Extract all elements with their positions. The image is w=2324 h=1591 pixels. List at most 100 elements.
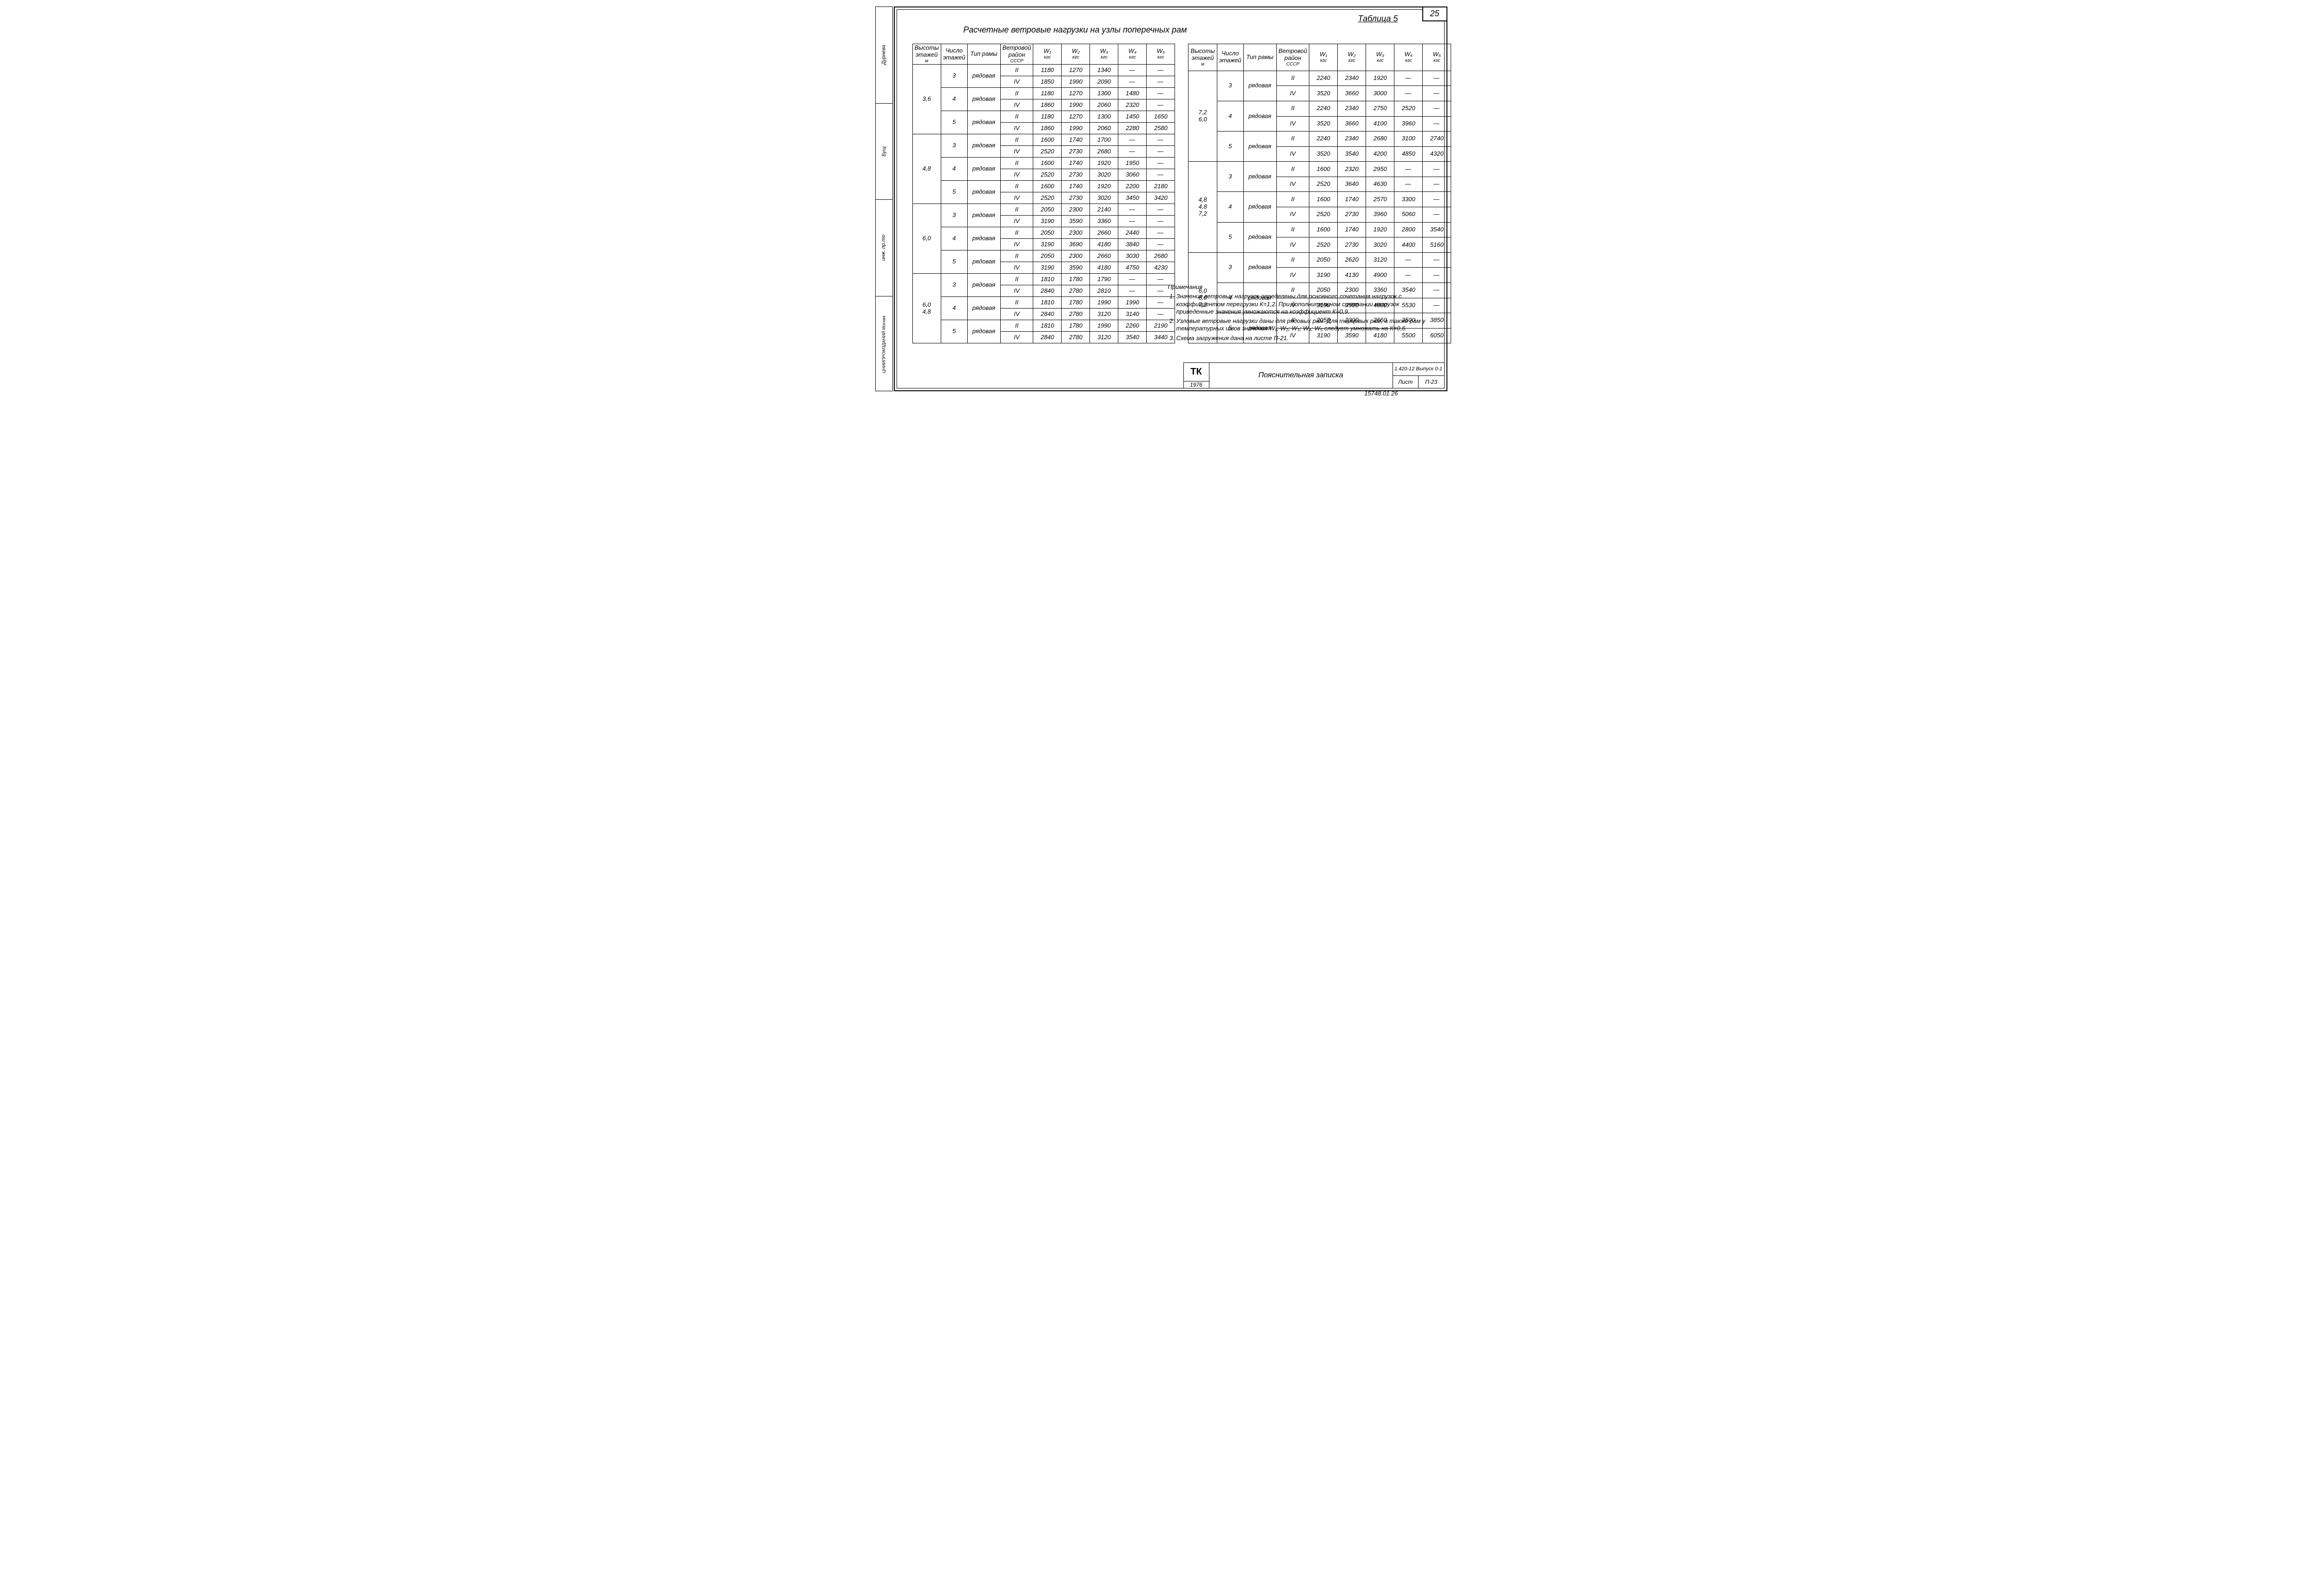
floors-cell: 3 [1217,252,1243,283]
value-cell: 2520 [1309,177,1338,192]
column-header: Высоты этажейм [912,44,941,65]
region-cell: II [1000,274,1033,285]
value-cell: — [1147,204,1175,216]
value-cell: — [1147,158,1175,169]
value-cell: 2950 [1366,162,1394,177]
region-cell: IV [1000,192,1033,204]
value-cell: 3960 [1366,207,1394,223]
value-cell: 1180 [1033,88,1062,99]
region-cell: II [1000,111,1033,123]
table-row: 5рядоваяII16001740192028003540 [1188,222,1451,237]
value-cell: 1920 [1090,158,1118,169]
table-row: 5рядоваяII20502300266030302680 [912,250,1175,262]
frame-type-cell: рядовая [967,134,1000,158]
value-cell: 1300 [1090,111,1118,123]
value-cell: 4630 [1366,177,1394,192]
value-cell: — [1147,216,1175,227]
page-number: 25 [1422,7,1447,21]
value-cell: 1740 [1338,222,1366,237]
title-block: ТК 1976 Пояснительная записка 1.420-12 В… [1183,362,1445,388]
region-cell: IV [1000,216,1033,227]
region-cell: IV [1276,268,1309,283]
value-cell: 2840 [1033,285,1062,297]
frame-type-cell: рядовая [967,158,1000,181]
value-cell: — [1423,207,1451,223]
value-cell: 1450 [1118,111,1147,123]
value-cell: 1990 [1062,99,1090,111]
table-row: 5рядоваяII16001740192022002180 [912,181,1175,192]
value-cell: — [1394,252,1423,268]
value-cell: 1950 [1118,158,1147,169]
value-cell: 2580 [1147,123,1175,134]
value-cell: 2660 [1090,227,1118,239]
value-cell: 1600 [1309,162,1338,177]
floors-cell: 4 [941,227,967,250]
region-cell: II [1276,162,1309,177]
region-cell: IV [1276,146,1309,162]
region-cell: II [1000,158,1033,169]
sheet-number: П-23 [1419,376,1444,388]
region-cell: IV [1000,99,1033,111]
column-header: Число этажей [1217,44,1243,71]
value-cell: — [1423,252,1451,268]
value-cell: 2730 [1338,237,1366,253]
value-cell: 2300 [1062,227,1090,239]
value-cell: 3140 [1118,309,1147,320]
table-row: 4рядоваяII1180127013001480— [912,88,1175,99]
floors-cell: 4 [941,88,967,111]
value-cell: 2180 [1147,181,1175,192]
binding-seg-3: инж. пр.то [881,235,887,261]
note-item: Значения ветровых нагрузок определены дл… [1176,293,1428,316]
value-cell: — [1394,86,1423,101]
region-cell: II [1000,320,1033,332]
value-cell: 1340 [1090,65,1118,76]
value-cell: — [1118,204,1147,216]
title-block-code: 1.420-12 Выпуск 0-1 [1393,363,1444,376]
value-cell: 2750 [1366,101,1394,116]
frame-type-cell: рядовая [1243,71,1276,101]
value-cell: — [1118,65,1147,76]
region-cell: IV [1000,123,1033,134]
value-cell: 2300 [1062,204,1090,216]
value-cell: 1810 [1033,274,1062,285]
frame-type-cell: рядовая [1243,222,1276,252]
value-cell: 2050 [1309,252,1338,268]
value-cell: 4200 [1366,146,1394,162]
height-cell: 4,8 [912,134,941,204]
frame-type-cell: рядовая [967,88,1000,111]
value-cell: 1790 [1090,274,1118,285]
column-header: W₁кгс [1033,44,1062,65]
frame-type-cell: рядовая [967,297,1000,320]
column-header: W₃кгс [1090,44,1118,65]
floors-cell: 4 [941,158,967,181]
value-cell: 1990 [1090,320,1118,332]
value-cell: 2240 [1309,101,1338,116]
region-cell: II [1000,227,1033,239]
height-cell: 6,04,8 [912,274,941,343]
value-cell: 2240 [1309,131,1338,147]
region-cell: II [1276,101,1309,116]
value-cell: 1780 [1062,297,1090,309]
frame-type-cell: рядовая [967,320,1000,343]
value-cell: — [1118,274,1147,285]
value-cell: 1270 [1062,65,1090,76]
value-cell: — [1423,162,1451,177]
frame-type-cell: рядовая [967,227,1000,250]
height-cell: 3,6 [912,65,941,134]
value-cell: 1810 [1033,320,1062,332]
table-row: 4рядоваяII1600174019201950— [912,158,1175,169]
value-cell: 3120 [1090,332,1118,343]
value-cell: 2780 [1062,332,1090,343]
notes-block: Примечания Значения ветровых нагрузок оп… [1168,283,1428,344]
value-cell: 1300 [1090,88,1118,99]
frame-type-cell: рядовая [1243,101,1276,131]
frame-type-cell: рядовая [1243,131,1276,162]
floors-cell: 3 [941,204,967,227]
frame-type-cell: рядовая [967,204,1000,227]
table-row: 4рядоваяII1600174025703300— [1188,192,1451,207]
value-cell: 3120 [1090,309,1118,320]
region-cell: II [1276,222,1309,237]
value-cell: 2570 [1366,192,1394,207]
region-cell: II [1000,297,1033,309]
value-cell: — [1118,134,1147,146]
